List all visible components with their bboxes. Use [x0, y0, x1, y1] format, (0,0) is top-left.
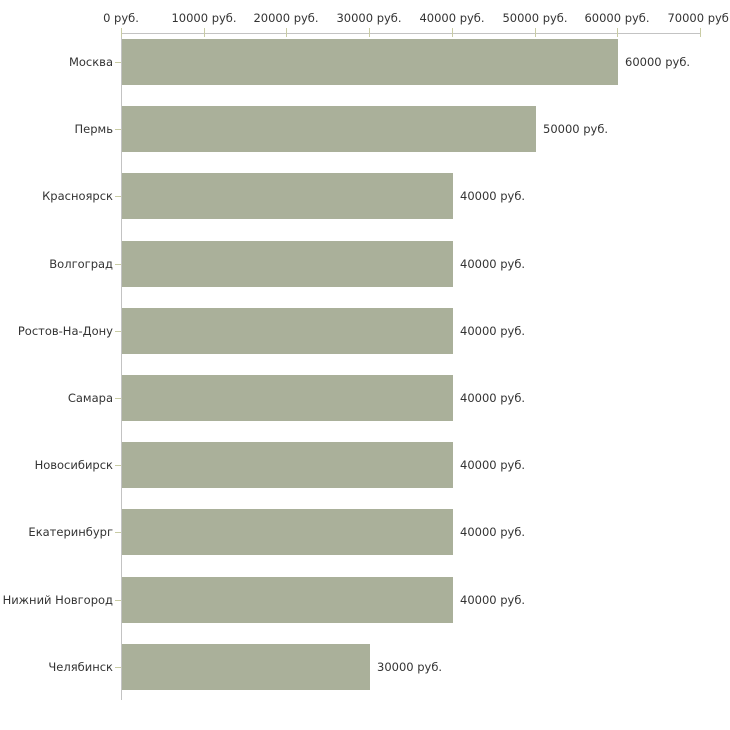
bar-value-label: 30000 руб.: [377, 660, 443, 674]
x-axis-tick: [369, 28, 370, 37]
x-axis-tick-label: 50000 руб.: [502, 11, 568, 25]
x-axis-tick: [204, 28, 205, 37]
category-tick: [115, 532, 121, 533]
bar: [122, 106, 536, 152]
x-axis-tick: [535, 28, 536, 37]
category-label: Красноярск: [42, 189, 113, 203]
x-axis-tick-label: 70000 руб.: [667, 11, 730, 25]
category-label: Нижний Новгород: [2, 593, 113, 607]
bar-value-label: 40000 руб.: [460, 525, 526, 539]
bar: [122, 241, 453, 287]
y-axis-line: [121, 33, 122, 700]
bar-value-label: 40000 руб.: [460, 189, 526, 203]
category-label: Ростов-На-Дону: [17, 324, 113, 338]
category-label: Екатеринбург: [28, 525, 113, 539]
category-label: Пермь: [74, 122, 113, 136]
category-label: Челябинск: [48, 660, 113, 674]
bar: [122, 509, 453, 555]
bar-value-label: 40000 руб.: [460, 593, 526, 607]
bar-value-label: 50000 руб.: [543, 122, 609, 136]
x-axis-tick-label: 10000 руб.: [171, 11, 237, 25]
category-tick: [115, 465, 121, 466]
category-label: Волгоград: [49, 257, 113, 271]
category-label: Самара: [67, 391, 113, 405]
category-label: Москва: [68, 55, 113, 69]
bar: [122, 39, 618, 85]
bar: [122, 644, 370, 690]
x-axis-tick: [700, 28, 701, 37]
x-axis-tick: [452, 28, 453, 37]
bar-value-label: 40000 руб.: [460, 391, 526, 405]
x-axis-tick: [286, 28, 287, 37]
x-axis-tick: [617, 28, 618, 37]
x-axis-tick-label: 0 руб.: [103, 11, 139, 25]
category-label: Новосибирск: [34, 458, 113, 472]
x-axis-tick-label: 30000 руб.: [336, 11, 402, 25]
x-axis-line: [121, 33, 701, 34]
bar: [122, 442, 453, 488]
bar: [122, 308, 453, 354]
bar-value-label: 60000 руб.: [625, 55, 691, 69]
x-axis-tick-label: 20000 руб.: [253, 11, 319, 25]
category-tick: [115, 398, 121, 399]
x-axis-tick-label: 40000 руб.: [419, 11, 485, 25]
bar: [122, 375, 453, 421]
category-tick: [115, 196, 121, 197]
x-axis-tick: [121, 28, 122, 37]
bar-value-label: 40000 руб.: [460, 324, 526, 338]
bar-value-label: 40000 руб.: [460, 257, 526, 271]
x-axis-tick-label: 60000 руб.: [584, 11, 650, 25]
category-tick: [115, 62, 121, 63]
bar: [122, 173, 453, 219]
category-tick: [115, 264, 121, 265]
bar: [122, 577, 453, 623]
category-tick: [115, 129, 121, 130]
category-tick: [115, 331, 121, 332]
bar-value-label: 40000 руб.: [460, 458, 526, 472]
category-tick: [115, 600, 121, 601]
category-tick: [115, 667, 121, 668]
